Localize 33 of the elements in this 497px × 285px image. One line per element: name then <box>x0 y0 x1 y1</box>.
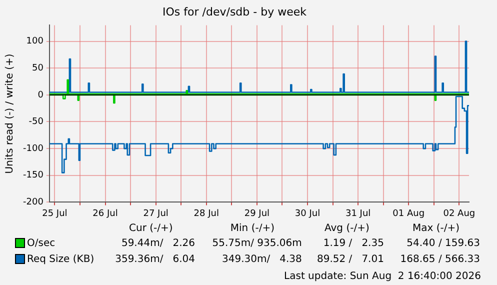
legend-label: Req Size (KB) <box>26 253 96 267</box>
text: Cur (-/+) <box>128 222 174 236</box>
text: Max (-/+) <box>411 222 460 236</box>
x-tick-label: 30 Jul <box>294 208 320 219</box>
chart-title: IOs for /dev/sdb - by week <box>162 5 308 18</box>
y-tick-label: 0 <box>38 90 44 100</box>
y-tick-label: 100 <box>26 36 44 47</box>
text: 89.52 / 7.01 <box>316 253 385 267</box>
text: 168.65 / 566.33 <box>399 253 481 267</box>
text: Min (-/+) <box>229 222 276 236</box>
text: 59.44m/ 2.26 <box>120 237 196 251</box>
x-tick-label: 02 Aug <box>443 208 476 219</box>
text: 359.36m/ 6.04 <box>114 253 196 267</box>
text: 55.75m/ 935.06m <box>211 237 303 251</box>
x-tick-label: 28 Jul <box>194 208 219 219</box>
x-tick-label: 26 Jul <box>92 208 118 219</box>
text: 349.30m/ 4.38 <box>220 253 303 267</box>
x-tick-label: 31 Jul <box>345 208 371 219</box>
x-tick-label: 27 Jul <box>143 208 168 219</box>
legend-label: O/sec <box>26 237 56 251</box>
y-tick-label: -50 <box>28 117 44 128</box>
x-tick-label: 25 Jul <box>42 208 68 219</box>
text: 54.40 / 159.63 <box>406 237 481 251</box>
text: Avg (-/+) <box>324 222 370 236</box>
y-tick-label: -150 <box>22 170 44 181</box>
text: Last update: Sun Aug 2 16:40:00 2026 <box>284 271 481 282</box>
x-tick-label: 01 Aug <box>392 208 425 219</box>
x-tick-label: 29 Jul <box>244 208 270 219</box>
y-tick-label: -200 <box>22 198 44 208</box>
y-tick-label: 50 <box>32 63 44 74</box>
text: 1.19 / 2.35 <box>322 237 385 251</box>
y-axis-title: Units read (-) / write (+) <box>4 54 16 174</box>
y-tick-label: -100 <box>22 144 44 154</box>
